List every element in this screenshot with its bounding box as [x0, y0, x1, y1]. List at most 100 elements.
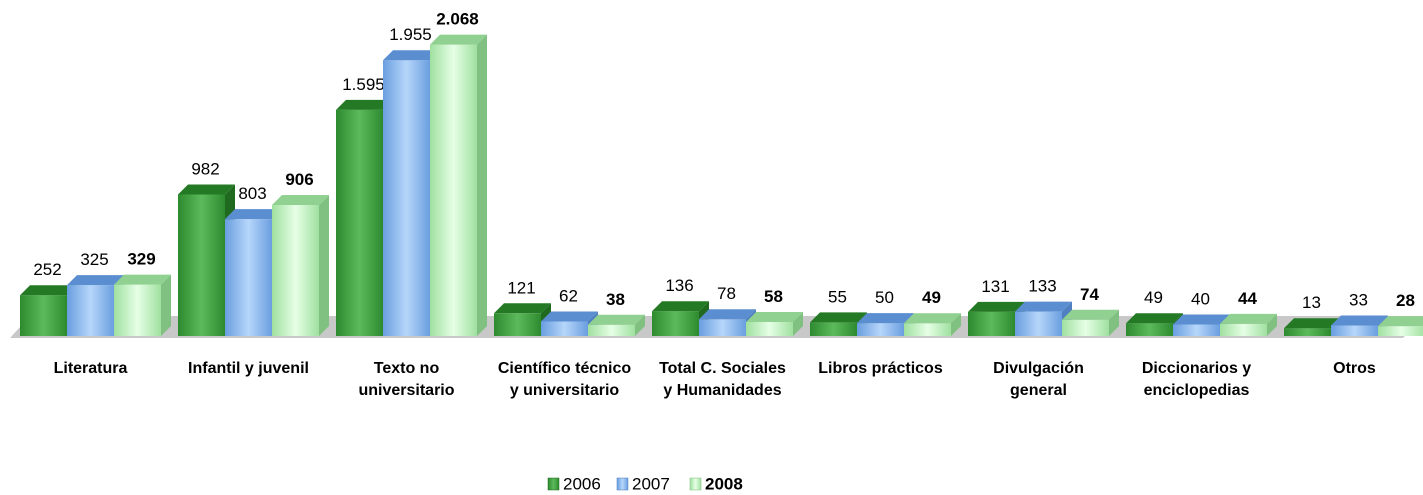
- bar-top: [746, 311, 803, 322]
- value-label: 50: [875, 288, 894, 307]
- bar: [383, 60, 430, 337]
- value-label: 136: [665, 276, 693, 295]
- bar: [904, 323, 951, 336]
- bar: [652, 311, 699, 336]
- bar: [1378, 326, 1423, 336]
- value-label: 40: [1191, 289, 1210, 308]
- bar: [178, 194, 225, 336]
- bar: [1331, 325, 1378, 336]
- bar-top: [699, 309, 756, 320]
- legend-swatch: [616, 477, 629, 491]
- value-label: 38: [606, 290, 625, 309]
- bar: [336, 109, 383, 336]
- x-tick-label: Total C. Sociales y Humanidades: [659, 360, 786, 399]
- bar-top: [272, 194, 329, 205]
- bar-top: [20, 285, 77, 296]
- bar-top: [225, 209, 282, 220]
- bar: [1015, 311, 1062, 336]
- x-tick-label: Infantil y juvenil: [188, 360, 309, 377]
- x-tick-label: Científico técnico y universitario: [497, 360, 632, 399]
- bar-top: [1062, 309, 1119, 320]
- x-tick-label: Literatura: [53, 360, 128, 377]
- bar-side: [635, 314, 645, 336]
- value-label: 49: [1144, 288, 1163, 307]
- value-label: 28: [1396, 291, 1415, 310]
- value-label: 803: [238, 184, 266, 203]
- value-label: 121: [507, 278, 535, 297]
- bar-top: [494, 303, 551, 314]
- value-label: 906: [285, 170, 313, 189]
- bar-top: [652, 301, 709, 312]
- bar: [272, 204, 319, 336]
- bar: [857, 323, 904, 336]
- bar-top: [114, 274, 171, 285]
- bar-top: [1284, 318, 1341, 329]
- value-label: 133: [1028, 277, 1056, 296]
- value-label: 1.595: [342, 75, 385, 94]
- bar-side: [1267, 313, 1277, 336]
- legend-swatch: [689, 477, 702, 491]
- value-label: 131: [981, 277, 1009, 296]
- bar-top: [541, 311, 598, 322]
- x-tick-label: Diccionarios y enciclopedias: [1141, 360, 1252, 399]
- bar-top: [1126, 313, 1183, 324]
- legend-label: 2007: [632, 474, 670, 493]
- value-label: 252: [33, 260, 61, 279]
- bar-side: [793, 311, 803, 336]
- bar-side: [951, 313, 961, 336]
- value-label: 55: [828, 287, 847, 306]
- value-label: 62: [559, 286, 578, 305]
- bar-top: [430, 34, 487, 45]
- bar-top: [1331, 315, 1388, 326]
- bar: [1220, 323, 1267, 336]
- bar-side: [1109, 309, 1119, 336]
- bar: [699, 319, 746, 336]
- value-label: 33: [1349, 290, 1368, 309]
- bar: [67, 285, 114, 336]
- value-label: 13: [1302, 293, 1321, 312]
- bar-top: [1378, 316, 1423, 327]
- legend-label: 2008: [705, 474, 743, 493]
- bar: [1062, 319, 1109, 336]
- legend-label: 2006: [563, 474, 601, 493]
- bar: [810, 322, 857, 336]
- value-label: 78: [717, 284, 736, 303]
- bar: [494, 313, 541, 336]
- bar: [20, 295, 67, 336]
- bar: [1126, 323, 1173, 336]
- bar: [541, 321, 588, 336]
- bar: [114, 284, 161, 336]
- bar: [225, 219, 272, 336]
- value-label: 49: [922, 288, 941, 307]
- bar-top: [336, 99, 393, 110]
- bar-top: [968, 301, 1025, 312]
- x-tick-label: Otros: [1333, 360, 1376, 377]
- value-label: 982: [191, 159, 219, 178]
- bar: [1284, 328, 1331, 336]
- x-tick-label: Divulgación general: [993, 360, 1084, 399]
- x-tick-label: Libros prácticos: [818, 360, 943, 377]
- bar-top: [857, 313, 914, 324]
- bar-top: [1220, 313, 1277, 324]
- bar: [746, 321, 793, 336]
- value-label: 74: [1080, 285, 1099, 304]
- bar-side: [477, 34, 487, 337]
- bar: [968, 311, 1015, 336]
- bar: [588, 324, 635, 336]
- value-label: 58: [764, 287, 783, 306]
- bar-side: [319, 194, 329, 336]
- bar: [430, 44, 477, 337]
- value-label: 44: [1238, 289, 1257, 308]
- value-label: 2.068: [436, 10, 479, 29]
- legend-swatch: [547, 477, 560, 491]
- bar-top: [810, 312, 867, 323]
- bar-top: [904, 313, 961, 324]
- bar-top: [1173, 314, 1230, 325]
- bar-side: [161, 274, 171, 336]
- value-label: 329: [127, 250, 155, 269]
- bar: [1173, 324, 1220, 336]
- bar-top: [67, 275, 124, 286]
- x-tick-label: Texto no universitario: [358, 360, 455, 399]
